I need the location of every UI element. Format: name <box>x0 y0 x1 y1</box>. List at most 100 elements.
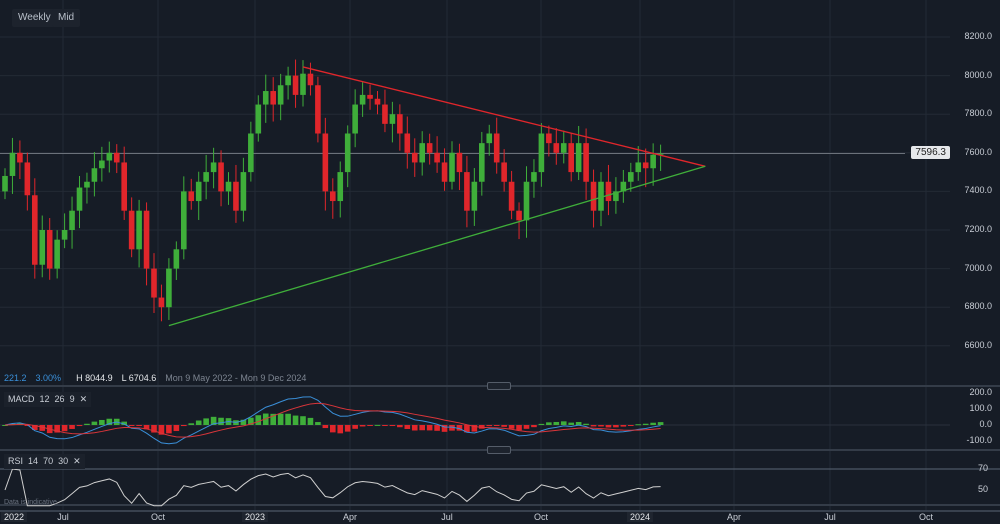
macd-histogram-bar <box>248 417 254 425</box>
rsi-name: RSI <box>8 456 24 466</box>
candle-body <box>210 162 217 173</box>
candle-body <box>352 104 358 134</box>
macd-histogram-bar <box>32 425 38 431</box>
macd-histogram-bar <box>337 425 344 434</box>
close-icon[interactable]: ✕ <box>73 456 81 466</box>
macd-histogram-bar <box>270 413 276 425</box>
candle-body <box>225 181 232 192</box>
macd-histogram-bar <box>277 413 284 425</box>
candle-body <box>151 268 157 298</box>
pane-resize-handle[interactable] <box>487 446 511 454</box>
candle-body <box>76 187 83 211</box>
candle-body <box>173 249 180 269</box>
macd-histogram-bar <box>344 425 351 432</box>
candle-body <box>128 210 135 250</box>
macd-histogram-bar <box>315 422 321 425</box>
candle-body <box>553 143 560 153</box>
candle-body <box>54 239 60 269</box>
macd-histogram-bar <box>307 417 314 425</box>
trendline <box>302 66 706 167</box>
macd-histogram-bar <box>456 425 463 431</box>
candle-body <box>46 230 53 269</box>
macd-histogram-bar <box>464 425 470 433</box>
macd-histogram-bar <box>255 415 262 425</box>
macd-histogram-bar <box>262 413 269 425</box>
rsi-upper: 70 <box>43 456 54 466</box>
candle-body <box>411 152 418 163</box>
interval-button[interactable]: Weekly <box>12 9 57 27</box>
macd-axis-tick: 0.0 <box>979 419 992 429</box>
candle-body <box>307 73 314 86</box>
candle-body <box>426 143 433 153</box>
candle-body <box>181 191 187 250</box>
candle-body <box>605 181 612 202</box>
y-axis-tick: 7400.0 <box>964 185 992 196</box>
candle-body <box>233 181 239 211</box>
candle-body <box>367 94 373 99</box>
macd-histogram-bar <box>642 423 649 425</box>
close-icon[interactable]: ✕ <box>79 394 88 404</box>
rsi-line <box>4 468 661 507</box>
rsi-axis-tick: 50 <box>977 484 988 494</box>
macd-histogram-bar <box>173 425 180 432</box>
macd-histogram-bar <box>538 423 545 425</box>
macd-histogram-bar <box>382 425 388 426</box>
x-axis-tick: 2022 <box>0 512 28 522</box>
info-value: 221.2 <box>4 373 27 383</box>
candle-body <box>240 172 247 211</box>
y-axis-tick: 8000.0 <box>964 69 992 80</box>
candle-body <box>158 297 165 308</box>
candle-body <box>330 191 336 202</box>
rsi-legend: RSI 14 70 30 ✕ <box>4 454 85 469</box>
pane-resize-handle[interactable] <box>487 382 511 390</box>
candle-body <box>657 153 664 155</box>
macd-signal: 9 <box>69 394 75 404</box>
macd-histogram-bar <box>300 416 306 425</box>
candle-body <box>277 85 284 105</box>
candle-body <box>255 104 262 134</box>
macd-histogram-bar <box>411 425 418 431</box>
candle-body <box>531 172 537 182</box>
macd-histogram-bar <box>546 422 552 425</box>
candle-body <box>337 172 344 202</box>
candle-body <box>300 73 306 95</box>
y-axis-tick: 7800.0 <box>964 108 992 119</box>
candle-body <box>24 162 31 196</box>
macd-histogram-bar <box>397 425 403 428</box>
candle-body <box>575 143 582 173</box>
x-axis-tick: Oct <box>150 512 166 522</box>
candle-body <box>516 210 522 221</box>
candle-body <box>69 210 75 230</box>
candle-body <box>419 143 425 163</box>
macd-histogram-bar <box>84 423 90 425</box>
candle-body <box>203 172 209 182</box>
macd-histogram-bar <box>61 425 68 432</box>
candle-body <box>61 230 68 240</box>
macd-histogram-bar <box>367 425 373 426</box>
y-axis-tick: 7600.0 <box>964 146 992 157</box>
macd-axis-tick: 200.0 <box>969 387 992 397</box>
candle-body <box>404 133 411 153</box>
macd-histogram-bar <box>635 424 642 426</box>
macd-histogram-bar <box>166 425 172 434</box>
macd-signal-line <box>4 402 661 438</box>
macd-legend: MACD 12 26 9 ✕ <box>4 392 92 407</box>
rsi-period: 14 <box>28 456 39 466</box>
candle-body <box>397 114 403 134</box>
macd-histogram-bar <box>583 423 589 425</box>
candle-body <box>9 152 16 176</box>
macd-histogram-bar <box>285 413 291 425</box>
macd-histogram-bar <box>613 425 619 428</box>
x-axis-tick: Oct <box>533 512 549 522</box>
macd-histogram-bar <box>292 415 299 425</box>
data-indicative-note: Data is indicative <box>4 499 57 506</box>
macd-histogram-bar <box>218 417 224 425</box>
candle-body <box>479 143 485 182</box>
macd-histogram-bar <box>620 425 627 427</box>
price-type-button[interactable]: Mid <box>52 9 81 27</box>
candle-body <box>568 143 574 173</box>
macd-histogram-bar <box>69 425 75 429</box>
macd-histogram-bar <box>195 420 202 425</box>
candle-body <box>523 181 530 221</box>
